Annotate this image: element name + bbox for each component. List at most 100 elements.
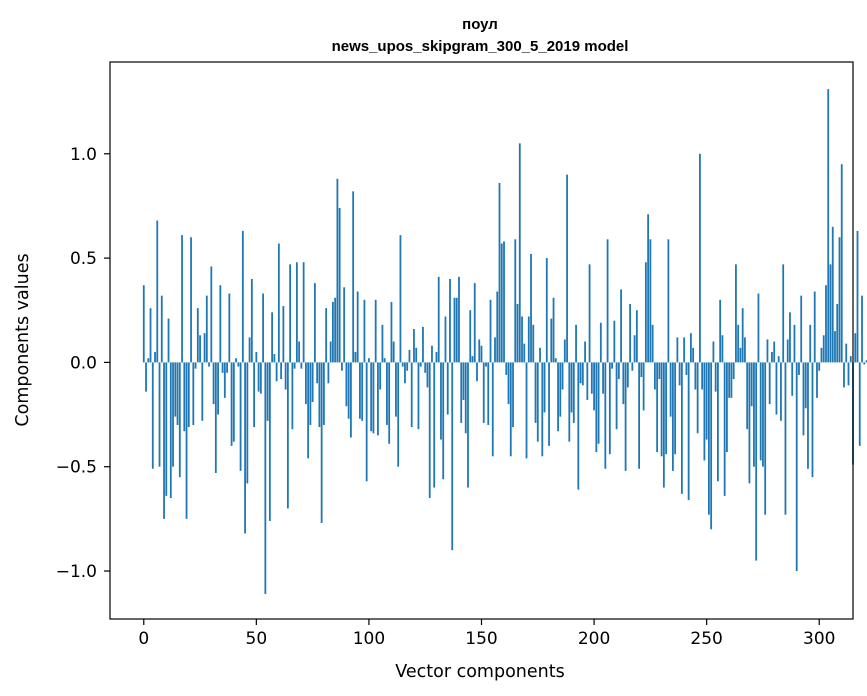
bar-6 [156, 220, 159, 363]
bar-106 [381, 324, 384, 363]
bar-42 [237, 362, 240, 367]
bar-313 [847, 362, 850, 386]
bar-98 [363, 299, 366, 363]
bar-139 [455, 297, 458, 363]
bar-115 [401, 362, 404, 367]
bar-49 [253, 362, 255, 428]
bar-306 [831, 226, 834, 363]
bar-12 [169, 362, 172, 498]
bar-224 [647, 214, 650, 363]
bar-87 [338, 208, 341, 363]
bar-248 [701, 362, 704, 390]
chart-title-line-2: news_upos_skipgram_300_5_2019 model [332, 38, 629, 55]
bar-114 [399, 235, 402, 363]
bar-23 [194, 362, 197, 369]
bar-272 [755, 362, 758, 561]
bar-142 [462, 362, 465, 400]
bar-89 [343, 287, 346, 363]
bar-173 [532, 324, 535, 363]
bar-204 [602, 362, 604, 394]
bar-160 [503, 241, 505, 363]
bar-118 [408, 349, 411, 363]
bar-33 [217, 362, 219, 415]
bar-146 [471, 356, 474, 363]
bar-282 [777, 356, 780, 363]
bar-251 [708, 362, 710, 515]
bar-216 [629, 303, 631, 363]
bar-85 [334, 297, 337, 363]
bar-308 [836, 303, 839, 363]
bar-220 [638, 362, 641, 469]
bar-311 [843, 362, 845, 388]
bar-112 [395, 362, 397, 417]
bar-301 [820, 347, 823, 363]
bar-243 [689, 333, 692, 363]
bar-119 [410, 362, 413, 428]
bar-131 [437, 276, 440, 363]
bar-273 [757, 293, 760, 363]
bar-62 [282, 306, 285, 363]
x-tick-label: 250 [690, 629, 722, 649]
bar-293 [802, 362, 805, 436]
bar-47 [248, 337, 251, 363]
bar-203 [599, 322, 602, 363]
bar-152 [485, 362, 487, 367]
bar-8 [160, 295, 163, 363]
bar-128 [431, 345, 433, 363]
bar-305 [829, 264, 832, 363]
bar-120 [413, 329, 415, 363]
bar-295 [807, 362, 809, 469]
bar-226 [651, 324, 654, 363]
bar-95 [356, 291, 359, 363]
bar-36 [223, 362, 226, 398]
bar-278 [768, 362, 771, 405]
bar-239 [680, 362, 683, 494]
bar-189 [568, 362, 571, 442]
bar-83 [329, 341, 332, 363]
x-tick-label: 50 [246, 629, 268, 649]
bar-105 [379, 362, 382, 390]
bar-253 [712, 341, 715, 363]
bar-164 [512, 362, 514, 428]
bar-247 [699, 153, 701, 363]
bar-161 [505, 362, 508, 375]
bar-11 [167, 318, 170, 363]
bar-186 [561, 362, 564, 390]
bar-217 [631, 362, 634, 371]
bar-91 [347, 362, 350, 419]
bar-97 [361, 362, 364, 421]
bar-60 [277, 243, 280, 363]
bar-21 [190, 237, 192, 363]
bar-148 [476, 362, 478, 382]
bar-10 [165, 362, 168, 496]
bar-292 [800, 295, 803, 363]
bar-151 [482, 362, 485, 423]
bar-61 [280, 362, 283, 380]
bar-208 [611, 362, 613, 369]
bar-1 [145, 362, 147, 392]
bar-249 [703, 362, 706, 461]
bar-155 [491, 362, 494, 457]
bar-76 [313, 283, 316, 363]
bar-77 [316, 362, 319, 384]
y-tick-label: 1.0 [70, 145, 97, 165]
bar-235 [671, 362, 674, 471]
bar-288 [791, 362, 794, 396]
chart-title-line-1: поул [462, 16, 498, 33]
bar-165 [514, 239, 517, 363]
bar-300 [818, 362, 821, 371]
bar-268 [746, 362, 749, 430]
bar-258 [723, 362, 726, 496]
bar-150 [480, 345, 483, 363]
bar-117 [406, 362, 409, 371]
bar-318 [858, 362, 861, 446]
bar-319 [861, 295, 863, 363]
bar-316 [854, 333, 857, 363]
bar-45 [244, 362, 246, 534]
bar-46 [246, 362, 249, 484]
x-tick-label: 300 [803, 629, 835, 649]
bar-290 [795, 362, 798, 572]
bar-240 [683, 337, 686, 363]
bar-194 [579, 362, 582, 384]
bar-111 [392, 341, 395, 363]
